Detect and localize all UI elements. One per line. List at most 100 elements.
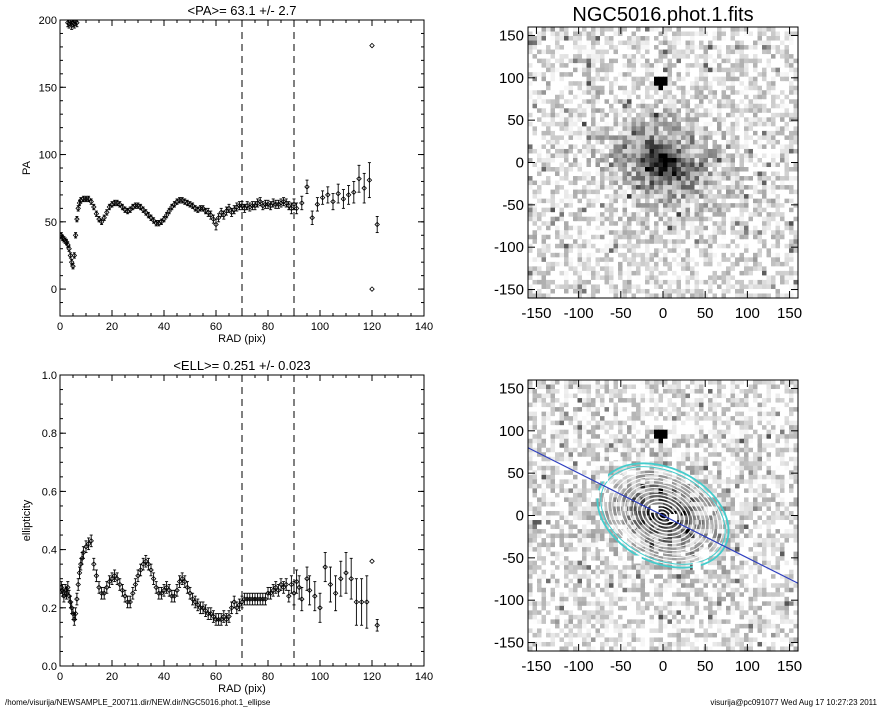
- x-tick-label: 100: [735, 305, 760, 322]
- data-point: [117, 201, 123, 208]
- data-point: [288, 581, 295, 588]
- data-point: [210, 613, 217, 620]
- data-point: [91, 561, 97, 567]
- data-point: [189, 596, 196, 602]
- data-point: [361, 185, 367, 191]
- data-point: [166, 208, 172, 214]
- masked-region: [599, 473, 608, 482]
- data-point: [182, 578, 188, 585]
- data-point: [353, 599, 360, 605]
- data-point: [327, 581, 334, 588]
- x-tick-label: 40: [158, 321, 170, 333]
- data-point: [288, 205, 295, 212]
- x-tick-label: -50: [610, 658, 632, 675]
- data-point: [369, 286, 375, 292]
- x-tick-label: 80: [262, 671, 274, 683]
- data-point: [80, 549, 87, 556]
- data-point: [291, 201, 297, 208]
- y-tick-label: 0.2: [42, 603, 57, 615]
- x-tick-label: 150: [777, 305, 802, 322]
- masked-region: [692, 562, 701, 571]
- data-point: [215, 215, 222, 221]
- data-point: [252, 202, 258, 209]
- y-tick-label: 50: [507, 465, 524, 482]
- x-tick-label: 60: [210, 321, 222, 333]
- data-point: [286, 593, 292, 599]
- data-point: [127, 599, 133, 605]
- data-point: [210, 216, 217, 222]
- data-point: [184, 584, 191, 591]
- data-point: [106, 204, 113, 210]
- data-point: [239, 599, 245, 605]
- data-point: [280, 584, 287, 591]
- y-tick-label: 0: [516, 155, 524, 172]
- data-point: [114, 575, 120, 582]
- data-point: [291, 590, 297, 597]
- data-point: [184, 200, 191, 206]
- data-point: [192, 205, 198, 212]
- x-tick-label: 100: [311, 671, 329, 683]
- data-points: [60, 534, 380, 632]
- y-tick-label: 50: [507, 112, 524, 129]
- y-tick-label: 0: [516, 508, 524, 525]
- data-point: [68, 259, 75, 265]
- data-point: [189, 202, 196, 209]
- data-point: [66, 245, 72, 252]
- data-point: [104, 584, 110, 591]
- data-point: [369, 42, 375, 49]
- data-point: [91, 204, 97, 210]
- y-tick-label: 50: [45, 217, 57, 229]
- y-tick-label: 0: [51, 284, 57, 296]
- data-point: [101, 590, 107, 597]
- data-point: [317, 605, 323, 611]
- masked-region: [722, 469, 731, 478]
- data-point: [122, 206, 128, 213]
- data-point: [231, 206, 237, 213]
- data-points: [60, 20, 380, 292]
- data-point: [223, 616, 230, 623]
- y-tick-label: 0.4: [42, 545, 57, 557]
- y-tick-label: 0.0: [42, 661, 57, 673]
- data-point: [148, 215, 154, 221]
- data-point: [83, 543, 89, 550]
- data-point: [106, 578, 113, 585]
- x-tick-label: -50: [610, 305, 632, 322]
- data-point: [163, 212, 170, 218]
- x-tick-label: 0: [659, 658, 667, 675]
- data-point: [179, 575, 185, 582]
- masked-region: [612, 452, 621, 461]
- data-point: [85, 196, 92, 202]
- data-point: [296, 584, 302, 591]
- y-tick-label: -50: [502, 197, 524, 214]
- x-tick-label: -100: [564, 658, 594, 675]
- data-point: [332, 590, 339, 597]
- data-point: [226, 613, 232, 620]
- data-point: [161, 587, 167, 594]
- image-title: NGC5016.phot.1.fits: [572, 4, 753, 26]
- data-point: [66, 593, 72, 599]
- plot-title: <PA>= 63.1 +/- 2.7: [188, 3, 297, 18]
- data-point: [171, 593, 178, 599]
- x-tick-label: 60: [210, 671, 222, 683]
- data-point: [221, 613, 227, 620]
- data-point: [117, 581, 123, 588]
- data-point: [223, 208, 230, 214]
- data-point: [213, 221, 219, 228]
- data-point: [153, 584, 159, 591]
- data-point: [369, 558, 375, 565]
- data-point: [158, 219, 165, 225]
- data-point: [192, 599, 198, 605]
- data-point: [306, 587, 313, 594]
- data-point: [182, 198, 188, 205]
- data-point: [101, 215, 107, 221]
- data-point: [312, 593, 318, 599]
- data-point: [348, 575, 354, 582]
- x-tick-label: 0: [57, 321, 63, 333]
- data-point: [169, 204, 175, 210]
- data-point: [75, 205, 81, 212]
- data-point: [358, 599, 365, 605]
- x-tick-label: -150: [521, 305, 551, 322]
- isophote: [607, 469, 719, 562]
- data-point: [299, 596, 305, 602]
